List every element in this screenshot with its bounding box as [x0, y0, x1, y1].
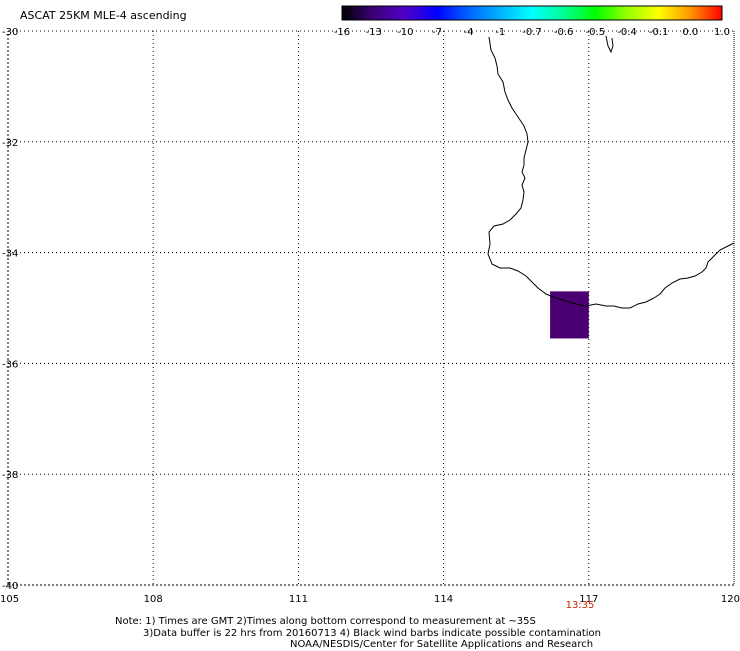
- latitude-tick-label: -36: [2, 359, 18, 370]
- time-label: 13:35: [566, 600, 595, 611]
- note-line-3: NOAA/NESDIS/Center for Satellite Applica…: [290, 639, 594, 650]
- colorbar-legend: -16 -13 -10 -7 -4 -1 -0.7 -0.6 -0.5 -0.4 -0.1 0.0 1.…: [334, 5, 730, 38]
- colorbar-tick-label: -7: [432, 27, 442, 38]
- colorbar-tick-label: -13: [365, 27, 381, 38]
- longitude-tick-label: 117: [579, 594, 598, 605]
- latitude-tick-label: -38: [2, 470, 18, 481]
- colorbar-tick-label: -0.7: [522, 27, 542, 38]
- longitude-tick-label: 108: [144, 594, 163, 605]
- latitude-tick-label: -40: [2, 581, 18, 592]
- map-title: ASCAT 25KM MLE-4 ascending: [20, 9, 187, 22]
- longitude-tick-label: 111: [289, 594, 308, 605]
- note-line-2: 3)Data buffer is 22 hrs from 20160713 4)…: [143, 628, 601, 639]
- colorbar-tick-label: -10: [397, 27, 413, 38]
- colorbar-tick-label: -0.5: [586, 27, 606, 38]
- colorbar-tick-label: 1.0: [714, 27, 730, 38]
- longitude-tick-label: 114: [434, 594, 453, 605]
- colorbar-tick-label: -0.4: [617, 27, 637, 38]
- note-line-1: Note: 1) Times are GMT 2)Times along bot…: [115, 616, 536, 627]
- observation-pixel: [550, 291, 589, 339]
- colorbar-tick-label: -4: [464, 27, 474, 38]
- colorbar-tick-label: -0.6: [554, 27, 574, 38]
- coastline: [487, 36, 735, 309]
- coastline-detail: [605, 35, 614, 54]
- longitude-tick-label: 105: [0, 594, 19, 605]
- latitude-tick-label: -34: [2, 249, 18, 260]
- longitude-tick-label: 120: [721, 594, 740, 605]
- longitude-labels: 105 108 111 114 117 120: [0, 594, 740, 605]
- colorbar-tick-label: 0.0: [682, 27, 698, 38]
- colorbar-tick-label: -1: [495, 27, 505, 38]
- latitude-tick-label: -32: [2, 138, 18, 149]
- colorbar-tick-label: -0.1: [649, 27, 669, 38]
- colorbar-tick-label: -16: [334, 27, 350, 38]
- colorbar-ramp: [341, 5, 723, 21]
- latitude-labels: -30 -32 -34 -36 -38 -40: [2, 27, 18, 592]
- latitude-tick-label: -30: [2, 27, 18, 38]
